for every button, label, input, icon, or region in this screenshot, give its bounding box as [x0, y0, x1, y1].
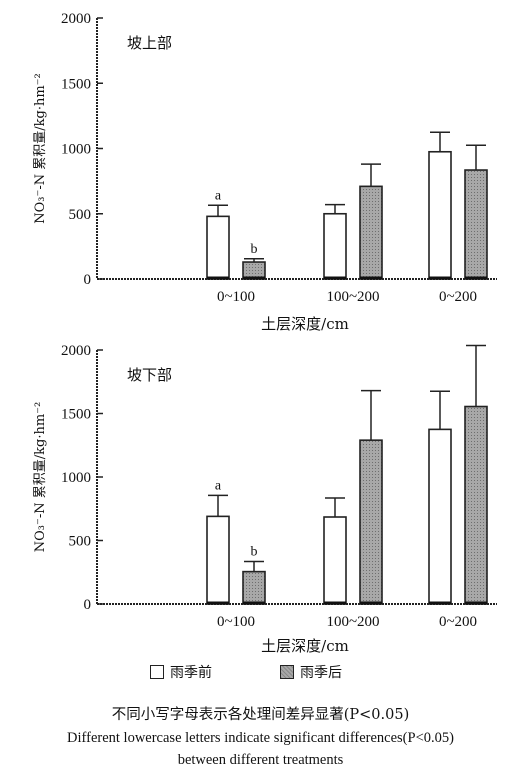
- legend-swatch-after: [280, 665, 294, 679]
- x-tick-label: 0~200: [439, 614, 477, 630]
- bar-before: [428, 428, 452, 605]
- significance-letter: b: [251, 544, 258, 559]
- significance-letter: b: [251, 242, 258, 257]
- y-tick-label: 2000: [61, 11, 91, 27]
- bar-before: [323, 212, 347, 280]
- legend-label-after: 雨季后: [300, 665, 342, 681]
- y-tick-label: 1000: [61, 142, 91, 158]
- y-tick-label: 2000: [61, 343, 91, 359]
- x-axis-label: 土层深度/cm: [261, 637, 349, 655]
- y-tick-label: 1000: [61, 470, 91, 486]
- caption-english-line1: Different lowercase letters indicate sig…: [67, 730, 454, 746]
- x-tick-label: 100~200: [326, 614, 379, 630]
- bar-after: [242, 570, 266, 605]
- significance-letter: a: [215, 478, 222, 493]
- bar-after: [242, 261, 266, 280]
- bar-before: [428, 150, 452, 280]
- panel-upper-slope: 0 500 1000 1500 2000 坡上部 NO₃⁻-N 累积量/kg·hm⁻² 土层深…: [33, 11, 497, 333]
- legend-label-before: 雨季前: [170, 665, 212, 681]
- y-axis-label: NO₃⁻-N 累积量/kg·hm⁻²: [33, 73, 48, 224]
- x-tick-label: 0~100: [217, 289, 255, 305]
- panel-title: 坡上部: [127, 34, 172, 52]
- x-tick-label: 100~200: [326, 289, 379, 305]
- panel-title: 坡下部: [127, 366, 172, 384]
- legend-item-before: 雨季前: [150, 662, 212, 682]
- bar-after: [464, 169, 488, 280]
- bar-before: [323, 516, 347, 605]
- legend-item-after: 雨季后: [280, 662, 342, 682]
- bar-after: [464, 405, 488, 605]
- caption-chinese: 不同小写字母表示各处理间差异显著(P<0.05): [111, 707, 410, 723]
- y-tick-label: 0: [84, 597, 92, 613]
- significance-letter: a: [215, 188, 222, 203]
- x-tick-label: 0~100: [217, 614, 255, 630]
- y-tick-label: 1500: [61, 407, 91, 423]
- panel-lower-slope: 0 500 1000 1500 2000 坡下部 NO₃⁻-N 累积量/kg·hm⁻² 土层深…: [33, 343, 497, 655]
- bar-after: [359, 185, 383, 280]
- x-tick-label: 0~200: [439, 289, 477, 305]
- caption-english-line2: between different treatments: [177, 752, 344, 768]
- y-tick-label: 1500: [61, 76, 91, 92]
- bar-before: [206, 215, 230, 280]
- x-axis-label: 土层深度/cm: [261, 315, 349, 333]
- bar-after: [359, 439, 383, 605]
- y-tick-label: 0: [84, 272, 92, 288]
- legend-swatch-before: [150, 665, 164, 679]
- y-axis-label: NO₃⁻-N 累积量/kg·hm⁻²: [33, 402, 48, 553]
- y-tick-label: 500: [69, 534, 92, 550]
- bar-before: [206, 515, 230, 605]
- y-tick-label: 500: [69, 207, 92, 223]
- legend: 雨季前 雨季后: [150, 662, 390, 684]
